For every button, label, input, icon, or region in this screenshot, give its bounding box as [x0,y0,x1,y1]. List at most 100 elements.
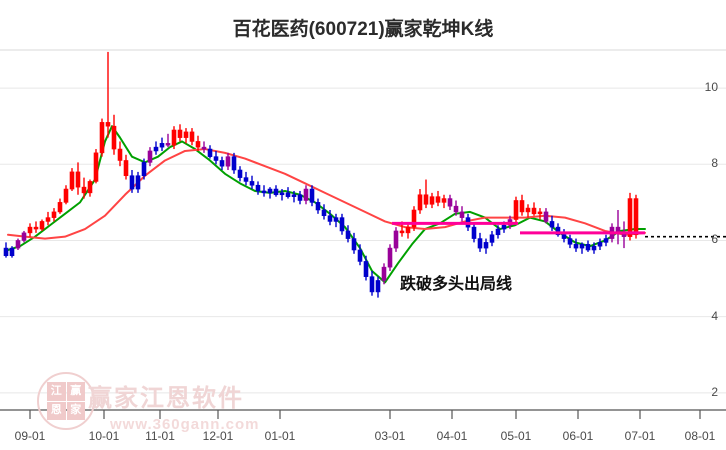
candle [603,234,609,247]
candle [207,145,213,159]
candle [381,263,387,285]
page-title: 百花医药(600721)赢家乾坤K线 [232,19,494,40]
candle [477,232,483,252]
x-axis-tick-label: 12-01 [202,429,234,443]
candle [447,194,453,210]
x-axis-tick-label: 07-01 [624,429,656,443]
candle [453,200,459,216]
candle [243,171,249,186]
candle [183,128,189,144]
candle [201,141,207,153]
candle [141,158,147,180]
candle [579,242,585,254]
candle [171,126,177,150]
candle [459,206,465,222]
candle [213,150,219,165]
chart-annotation: 跌破多头出局线 [400,276,513,293]
candle [15,238,21,250]
x-axis-tick-label: 09-01 [14,429,46,443]
x-axis-tick-label: 06-01 [562,429,594,443]
candle [129,170,135,193]
candle [267,187,273,199]
x-axis-tick-label: 04-01 [436,429,468,443]
candle [237,166,243,182]
candle [303,185,309,205]
candle [21,230,27,243]
candle [489,230,495,247]
candle [63,185,69,205]
candle [573,238,579,252]
y-axis-tick-label: 2 [711,384,718,399]
x-axis-tick-label: 05-01 [500,429,532,443]
candle [519,194,525,216]
y-axis-tick-label: 4 [711,308,718,323]
candle [597,238,603,250]
candle [51,208,57,222]
candle [285,187,291,199]
candle [117,141,123,167]
candle [273,185,279,197]
candle [471,223,477,243]
candle [357,244,363,266]
candle [417,189,423,214]
candle [189,128,195,146]
candle [123,154,129,180]
candle [315,198,321,214]
candle [9,246,15,258]
candle [513,196,519,224]
candle [591,242,597,254]
candle [75,162,81,195]
candle [429,192,435,209]
candle [3,242,9,258]
candle [561,229,567,243]
candle [147,147,153,167]
candle [291,190,297,203]
candle [375,276,381,298]
candle [309,185,315,207]
candle [525,204,531,218]
candle [345,225,351,243]
candle [339,213,345,235]
candle [555,223,561,237]
candle [111,114,117,155]
candle [87,179,93,197]
candle [81,177,87,199]
x-axis-tick-label: 03-01 [374,429,406,443]
candle [369,270,375,296]
y-axis-tick-label: 10 [704,80,718,95]
candle [567,234,573,249]
candle [393,227,399,252]
candle [423,179,429,209]
candle [543,208,549,224]
candle [549,215,555,231]
candle [105,51,111,138]
candle [195,135,201,151]
candle [441,194,447,209]
candle [405,223,411,239]
ma-line-0 [7,125,646,284]
candle [255,181,261,195]
candle [57,198,63,214]
candle [363,255,369,281]
candle [225,152,231,170]
candle [219,156,225,170]
candle [153,141,159,155]
x-axis-tick-label: 01-01 [264,429,296,443]
candle [615,210,621,245]
y-axis-tick-label: 8 [711,156,718,171]
candle [45,211,51,226]
candle [333,213,339,228]
candle [99,118,105,157]
candle [261,185,267,197]
x-axis-tick-label: 11-01 [145,429,175,443]
candle [93,149,99,184]
candle [585,240,591,252]
candle [387,244,393,271]
candle [159,137,165,151]
candle [249,175,255,190]
candle [177,124,183,142]
y-axis-tick-label: 6 [711,232,718,247]
candle [435,190,441,207]
